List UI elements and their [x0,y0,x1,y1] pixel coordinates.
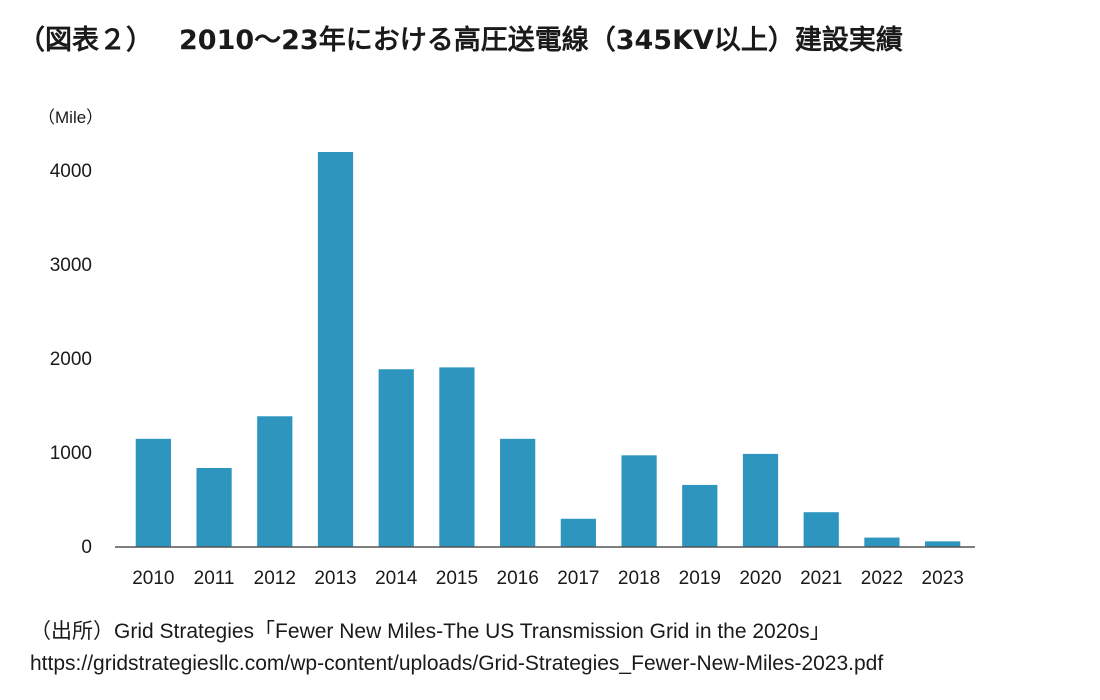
source-url[interactable]: https://gridstrategiesllc.com/wp-content… [30,652,884,675]
y-tick-label: 0 [81,537,92,558]
x-tick-label: 2021 [800,568,842,589]
x-tick-label: 2018 [618,568,660,589]
figure-title: 2010〜23年における高圧送電線（345KV以上）建設実績 [179,25,903,56]
bar-2016 [500,438,536,547]
chart-title: （図表２） 2010〜23年における高圧送電線（345KV以上）建設実績 [18,18,903,57]
x-tick-label: 2011 [194,568,235,589]
x-tick-label: 2019 [679,568,721,589]
bar-2017 [560,518,596,547]
y-axis-unit-label: （Mile） [38,108,103,127]
y-tick-label: 2000 [50,349,92,370]
y-tick-label: 4000 [50,161,92,182]
y-tick-label: 1000 [50,443,92,464]
x-tick-label: 2010 [132,568,174,589]
x-tick-label: 2020 [739,568,781,589]
y-tick-label: 3000 [50,255,92,276]
x-axis-ticks: 2010 2011 2012 2013 2014 2015 2016 2017 2018 2019… [132,568,964,589]
bars [135,152,961,547]
bar-2021 [803,512,839,547]
bar-2022 [864,537,900,547]
source-citation: （出所）Grid Strategies「Fewer New Miles-The … [30,620,831,643]
bar-2018 [621,455,657,547]
bar-2010 [135,438,171,547]
chart-area: （Mile） 0 1000 2000 3000 4000 2010 2011 2012 201… [0,90,1100,600]
x-tick-label: 2016 [497,568,539,589]
x-tick-label: 2017 [557,568,599,589]
bar-2023 [925,541,961,547]
x-tick-label: 2023 [922,568,964,589]
bar-2015 [439,367,475,547]
x-tick-label: 2013 [314,568,356,589]
x-tick-label: 2022 [861,568,903,589]
x-tick-label: 2014 [375,568,418,589]
y-axis-ticks: 0 1000 2000 3000 4000 [50,161,92,558]
bar-2011 [196,468,232,547]
bar-2014 [378,369,414,547]
bar-2012 [257,416,293,547]
bar-2019 [682,484,718,547]
bar-2020 [742,453,779,547]
figure-number: （図表２） [18,25,153,56]
x-tick-label: 2012 [254,568,296,589]
x-tick-label: 2015 [436,568,478,589]
source-note: （出所）Grid Strategies「Fewer New Miles-The … [30,616,883,680]
bar-2013 [317,152,354,547]
